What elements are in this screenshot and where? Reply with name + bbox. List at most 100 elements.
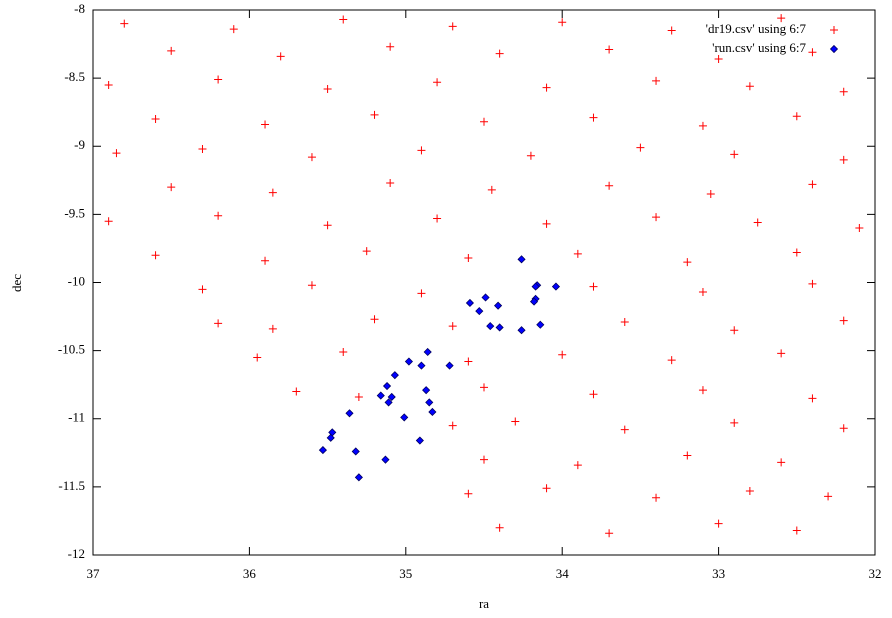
data-point bbox=[464, 489, 473, 498]
data-point bbox=[808, 48, 817, 57]
data-point bbox=[354, 473, 363, 482]
data-point bbox=[464, 357, 473, 366]
data-point bbox=[104, 80, 113, 89]
data-point bbox=[261, 120, 270, 129]
data-point bbox=[198, 285, 207, 294]
data-point bbox=[382, 381, 392, 391]
x-tick-label: 37 bbox=[87, 566, 101, 581]
data-point bbox=[386, 42, 395, 51]
data-point bbox=[464, 253, 473, 262]
data-point bbox=[495, 523, 504, 532]
data-point bbox=[390, 371, 399, 380]
data-point bbox=[605, 45, 614, 54]
data-point bbox=[386, 179, 395, 188]
data-point bbox=[730, 326, 739, 335]
data-point bbox=[376, 391, 385, 400]
data-point bbox=[714, 519, 723, 528]
data-point bbox=[415, 436, 424, 445]
y-axis-label: dec bbox=[9, 274, 24, 292]
data-point bbox=[730, 418, 739, 427]
data-point bbox=[683, 258, 692, 267]
data-point bbox=[529, 297, 539, 306]
data-point bbox=[486, 322, 495, 331]
data-point bbox=[214, 211, 223, 220]
data-point bbox=[151, 115, 160, 123]
data-point bbox=[487, 185, 496, 194]
data-point bbox=[683, 451, 692, 460]
data-point bbox=[425, 398, 434, 407]
data-point bbox=[422, 386, 431, 395]
data-point bbox=[495, 49, 504, 58]
data-point bbox=[808, 394, 817, 403]
data-point bbox=[589, 390, 598, 399]
data-point bbox=[698, 121, 707, 130]
data-point bbox=[370, 315, 379, 324]
data-point bbox=[433, 78, 442, 87]
data-point bbox=[667, 356, 676, 365]
y-tick-label: -10.5 bbox=[58, 342, 85, 357]
data-point bbox=[808, 180, 817, 189]
data-point bbox=[526, 151, 535, 160]
data-point bbox=[423, 347, 432, 357]
data-point bbox=[404, 357, 413, 366]
data-point bbox=[551, 282, 561, 291]
data-point bbox=[777, 349, 786, 358]
data-point bbox=[517, 326, 526, 335]
data-point bbox=[511, 417, 520, 426]
y-tick-label: -8.5 bbox=[64, 69, 85, 84]
data-point bbox=[792, 526, 801, 535]
data-point bbox=[745, 82, 754, 91]
legend-label: 'run.csv' using 6:7 bbox=[712, 40, 806, 55]
data-point bbox=[480, 117, 488, 126]
data-point bbox=[605, 529, 614, 538]
data-point bbox=[362, 247, 371, 256]
data-point bbox=[475, 307, 484, 316]
data-point bbox=[417, 289, 426, 298]
data-point bbox=[292, 387, 301, 396]
data-point bbox=[448, 421, 457, 430]
data-point bbox=[417, 146, 426, 155]
data-point bbox=[667, 26, 676, 35]
data-point bbox=[517, 255, 526, 264]
data-point bbox=[167, 183, 176, 192]
data-point bbox=[573, 249, 582, 258]
data-point bbox=[531, 282, 540, 291]
data-point bbox=[104, 217, 113, 226]
data-point bbox=[573, 461, 582, 470]
data-point bbox=[428, 407, 437, 417]
data-point bbox=[448, 322, 457, 331]
x-tick-label: 36 bbox=[243, 566, 257, 581]
y-tick-label: -8 bbox=[74, 1, 85, 16]
data-point bbox=[229, 25, 238, 34]
y-tick-label: -9.5 bbox=[64, 205, 85, 220]
data-point bbox=[494, 301, 503, 310]
data-point bbox=[112, 149, 121, 158]
data-point bbox=[167, 46, 176, 55]
y-tick-label: -10 bbox=[68, 273, 85, 288]
legend-label: 'dr19.csv' using 6:7 bbox=[706, 21, 807, 36]
data-point bbox=[839, 316, 848, 325]
data-point bbox=[839, 87, 848, 96]
data-point bbox=[620, 425, 629, 434]
data-point bbox=[542, 219, 551, 228]
data-point bbox=[417, 361, 426, 370]
data-point bbox=[261, 256, 270, 265]
x-tick-label: 33 bbox=[712, 566, 725, 581]
data-point bbox=[589, 282, 598, 291]
y-tick-label: -9 bbox=[74, 137, 85, 152]
data-point bbox=[151, 251, 160, 260]
x-tick-label: 35 bbox=[399, 566, 412, 581]
data-point bbox=[351, 447, 360, 456]
y-tick-label: -12 bbox=[68, 546, 85, 561]
data-point bbox=[481, 293, 490, 302]
data-point bbox=[542, 83, 551, 92]
data-point bbox=[276, 52, 285, 61]
y-tick-label: -11 bbox=[68, 410, 85, 425]
data-point bbox=[558, 350, 567, 359]
data-point bbox=[698, 288, 707, 297]
data-point bbox=[605, 181, 614, 190]
data-point bbox=[589, 113, 598, 122]
data-point bbox=[198, 144, 207, 153]
data-point bbox=[268, 324, 277, 333]
